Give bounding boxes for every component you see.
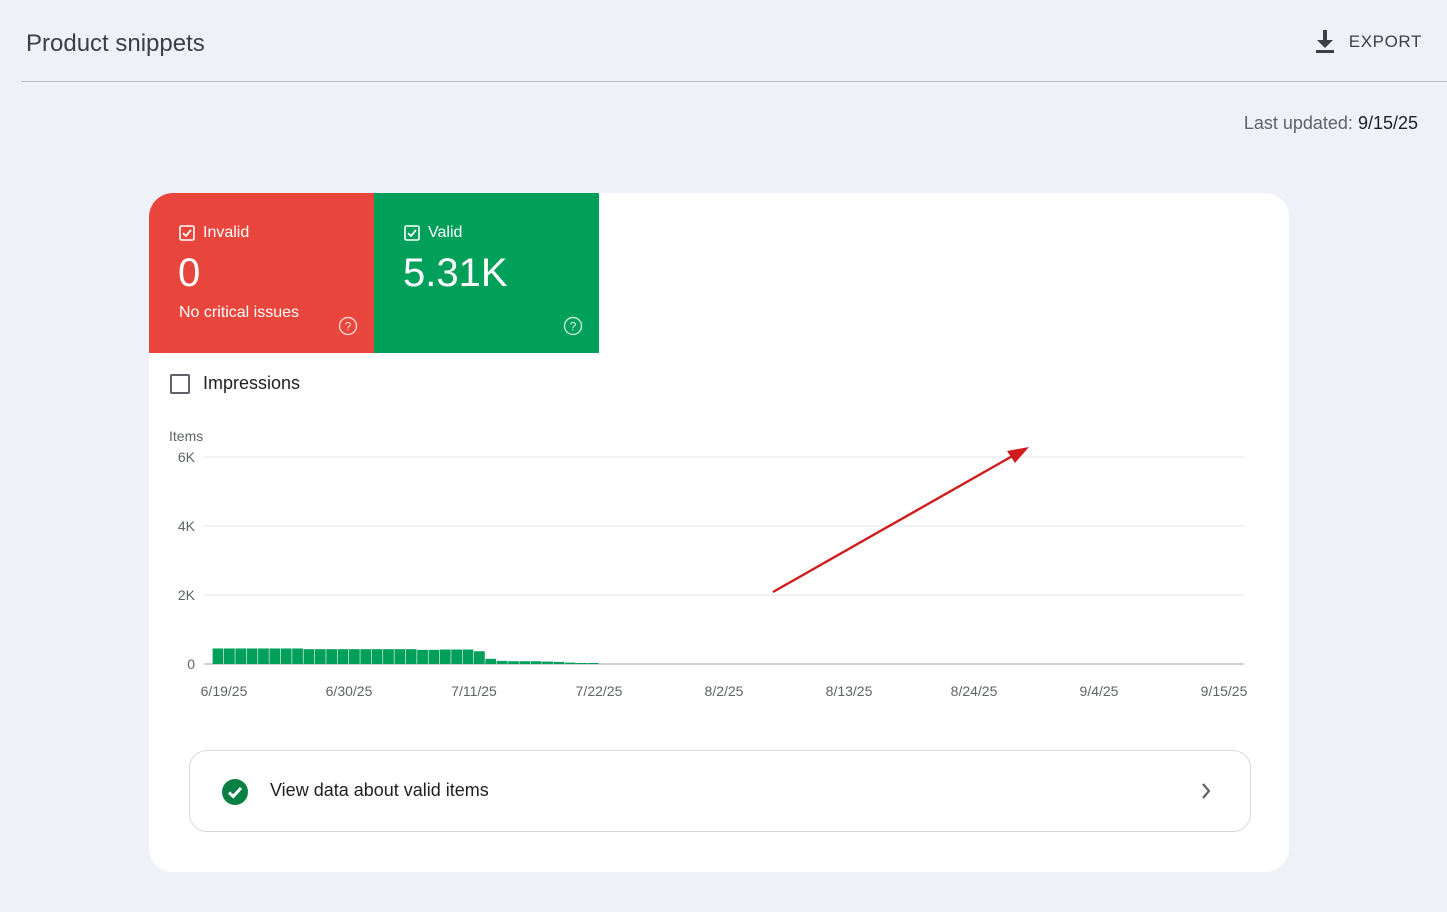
chart-bar <box>553 661 565 664</box>
chart-bar <box>405 649 417 664</box>
check-circle-icon <box>222 779 248 805</box>
x-tick-label: 8/2/25 <box>705 683 744 699</box>
page-header: Product snippets EXPORT <box>21 0 1447 82</box>
checkbox-checked-icon[interactable] <box>404 225 420 241</box>
chart-bar <box>428 649 440 664</box>
chart-bar <box>303 649 315 664</box>
chart-bar <box>576 662 588 664</box>
chart-bars <box>212 648 599 664</box>
x-tick-label: 6/19/25 <box>201 683 248 699</box>
svg-text:?: ? <box>570 320 577 334</box>
chart-bar <box>383 649 394 664</box>
chart-bar <box>246 648 258 664</box>
chart-bar <box>508 661 519 664</box>
chart-bar <box>337 649 349 664</box>
valid-count: 5.31K <box>403 251 508 295</box>
help-icon[interactable]: ? <box>338 316 358 336</box>
invalid-tile[interactable]: Invalid 0 No critical issues ? <box>149 193 374 353</box>
chart-bar <box>371 649 383 664</box>
items-chart: Items 0 2K 4K 6K 6/19/25 6/30/25 7/11/25 7/22/2… <box>169 428 1248 699</box>
help-icon[interactable]: ? <box>563 316 583 336</box>
export-button[interactable]: EXPORT <box>1315 28 1422 56</box>
chart-bar <box>542 661 553 664</box>
chart-bar <box>348 649 360 664</box>
last-updated: Last updated: 9/15/25 <box>1244 113 1418 134</box>
chart-bar <box>269 648 281 664</box>
chart-bar <box>394 649 406 664</box>
status-card: Invalid 0 No critical issues ? Valid 5.3… <box>149 193 1289 872</box>
chart-bar <box>519 661 531 664</box>
chart-bar <box>485 658 497 664</box>
x-tick-label: 8/24/25 <box>951 683 998 699</box>
chart-bar <box>212 648 224 664</box>
y-tick-label: 6K <box>178 449 196 465</box>
chart-bar <box>462 649 474 664</box>
y-tick-label: 0 <box>187 656 195 672</box>
chart-grid <box>204 456 1244 665</box>
chart-bar <box>587 662 599 664</box>
chart-bar <box>223 648 235 664</box>
chart-bar <box>360 649 372 664</box>
invalid-label: Invalid <box>203 224 250 241</box>
checkbox-unchecked-icon[interactable] <box>170 373 190 394</box>
annotation-arrow <box>772 447 1029 594</box>
export-label: EXPORT <box>1348 32 1422 51</box>
invalid-subtext: No critical issues <box>179 304 300 321</box>
x-tick-label: 8/13/25 <box>826 683 873 699</box>
chart-bar <box>564 662 576 664</box>
x-tick-label: 7/22/25 <box>576 683 623 699</box>
chart-bar <box>496 660 508 664</box>
chart-bar <box>473 651 485 664</box>
chart-bar <box>292 648 303 664</box>
last-updated-date: 9/15/25 <box>1357 113 1418 133</box>
y-tick-label: 2K <box>178 587 196 603</box>
x-tick-label: 9/4/25 <box>1080 683 1119 699</box>
x-tick-label: 9/15/25 <box>1201 683 1248 699</box>
impressions-toggle[interactable]: Impressions <box>170 373 300 394</box>
chart-bar <box>417 649 428 664</box>
view-valid-items-label: View data about valid items <box>270 780 489 800</box>
view-valid-items-row[interactable]: View data about valid items <box>189 750 1251 832</box>
chevron-right-icon <box>1202 783 1211 799</box>
x-tick-label: 7/11/25 <box>451 683 497 699</box>
chart-bar <box>451 649 463 664</box>
chart-bar <box>314 649 326 664</box>
svg-text:?: ? <box>345 320 352 334</box>
valid-label: Valid <box>428 224 463 241</box>
y-tick-label: 4K <box>178 518 196 534</box>
chart-bar <box>439 649 451 664</box>
valid-tile[interactable]: Valid 5.31K ? <box>374 193 599 353</box>
page-title: Product snippets <box>26 30 205 57</box>
y-axis-title: Items <box>169 428 203 444</box>
checkbox-checked-icon[interactable] <box>179 225 195 241</box>
chart-bar <box>530 661 542 664</box>
chart-bar <box>280 648 292 664</box>
chart-bar <box>258 648 269 664</box>
last-updated-label: Last updated: <box>1243 113 1353 133</box>
x-tick-label: 6/30/25 <box>326 683 373 699</box>
chart-bar <box>326 649 338 664</box>
chart-labels: 0 2K 4K 6K 6/19/25 6/30/25 7/11/25 7/22/25 8/2/2… <box>178 449 1248 699</box>
invalid-count: 0 <box>178 251 201 295</box>
chart-bar <box>235 648 247 664</box>
download-icon <box>1315 30 1334 53</box>
impressions-label: Impressions <box>203 373 301 393</box>
